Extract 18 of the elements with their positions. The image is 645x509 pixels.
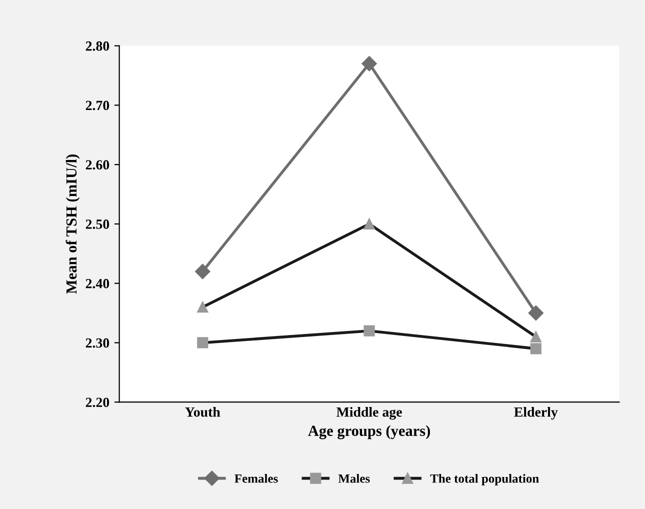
y-tick-label: 2.30 [86, 338, 110, 348]
y-tick-label: 2.80 [86, 41, 110, 51]
legend-label: Females [234, 474, 278, 483]
legend-label: The total population [430, 474, 539, 486]
x-axis-title: Age groups (years) [308, 425, 430, 440]
legend-label: Males [338, 474, 370, 483]
y-tick-label: 2.60 [86, 160, 110, 170]
point [195, 264, 210, 280]
x-tick-label: Youth [185, 406, 220, 417]
y-tick-label: 2.20 [86, 398, 110, 408]
x-tick-label: Middle age [336, 406, 402, 420]
y-axis-title: Mean of TSH (mIU/l) [66, 154, 80, 294]
point [362, 56, 377, 72]
point [528, 305, 544, 321]
x-tick-label: Elderly [514, 406, 558, 420]
y-tick-label: 2.70 [86, 100, 110, 110]
y-tick-label: 2.50 [86, 220, 110, 229]
y-tick-label: 2.40 [86, 278, 110, 288]
